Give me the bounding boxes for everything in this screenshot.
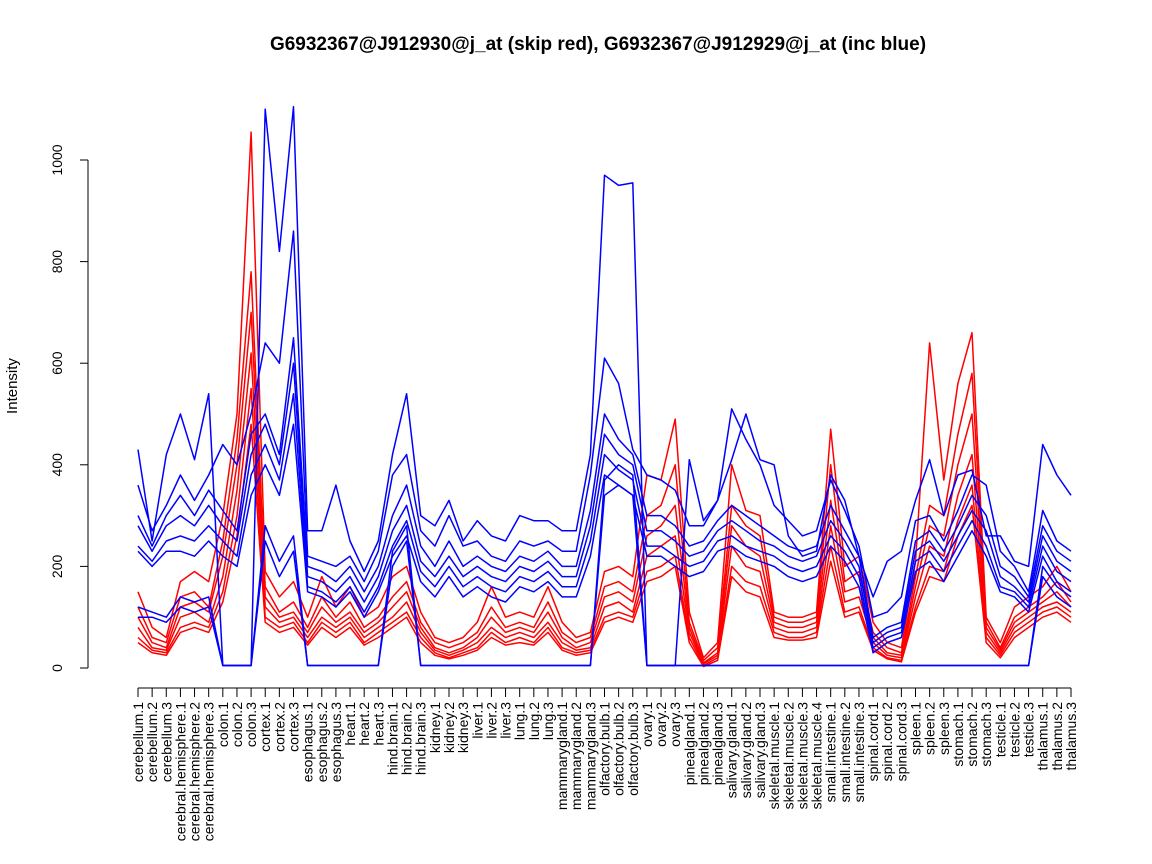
x-tick-label: small.intestine.3 xyxy=(851,702,867,803)
x-tick-label: mammarygland.2 xyxy=(568,702,584,810)
x-tick-label: cerebellum.2 xyxy=(144,702,160,782)
x-tick-label: pinealgland.3 xyxy=(710,702,726,786)
series-layer xyxy=(137,105,1072,668)
x-tick-label: stomach.2 xyxy=(964,702,980,767)
x-tick-label: hind.brain.3 xyxy=(413,702,429,775)
series-line-skip xyxy=(137,352,1072,665)
x-tick-label: lung.1 xyxy=(512,702,528,740)
x-tick-label: esophagus.1 xyxy=(300,702,316,782)
x-tick-label: stomach.3 xyxy=(978,702,994,767)
x-tick-label: skeletal.muscle.3 xyxy=(794,702,810,810)
x-tick-label: olfactory.bulb.1 xyxy=(597,702,613,796)
x-tick-label: testicle.2 xyxy=(1006,702,1022,757)
y-tick-label: 800 xyxy=(49,250,65,274)
y-tick-label: 1000 xyxy=(49,144,65,175)
x-tick-label: lung.3 xyxy=(540,702,556,740)
x-tick-label: liver.1 xyxy=(469,702,485,739)
x-tick-label: salivary.gland.3 xyxy=(752,702,768,798)
x-tick-label: small.intestine.2 xyxy=(837,702,853,803)
x-tick-label: spleen.2 xyxy=(922,702,938,755)
x-tick-label: spinal.cord.3 xyxy=(893,702,909,782)
x-tick-label: ovary.1 xyxy=(639,702,655,747)
x-tick-label: liver.3 xyxy=(498,702,514,739)
x-tick-label: kidney.1 xyxy=(427,702,443,753)
y-axis: 0 200 400 600 800 1000 xyxy=(49,144,89,672)
x-tick-label: olfactory.bulb.2 xyxy=(611,702,627,796)
x-tick-label: esophagus.3 xyxy=(328,702,344,782)
x-tick-label: ovary.3 xyxy=(667,702,683,747)
x-tick-label: ovary.2 xyxy=(653,702,669,747)
x-tick-label: cortex.1 xyxy=(257,702,273,752)
x-tick-label: salivary.gland.1 xyxy=(724,702,740,798)
x-tick-label: olfactory.bulb.3 xyxy=(625,702,641,796)
series-line-inc xyxy=(137,105,1072,667)
x-tick-label: spinal.cord.2 xyxy=(879,702,895,782)
x-tick-label: heart.1 xyxy=(342,702,358,746)
x-tick-label: spleen.1 xyxy=(908,702,924,755)
x-tick-label: skeletal.muscle.2 xyxy=(780,702,796,810)
x-tick-label: cerebellum.3 xyxy=(158,702,174,782)
x-tick-label: colon.1 xyxy=(215,702,231,747)
x-tick-label: esophagus.2 xyxy=(314,702,330,782)
x-tick-label: skeletal.muscle.1 xyxy=(766,702,782,810)
x-tick-label: cerebral.hemisphere.2 xyxy=(187,702,203,842)
series-line-inc xyxy=(137,230,1072,618)
x-tick-label: thalamus.2 xyxy=(1049,702,1065,771)
x-tick-label: mammarygland.1 xyxy=(554,702,570,810)
x-tick-label: hind.brain.1 xyxy=(384,702,400,775)
x-tick-label: cerebral.hemisphere.3 xyxy=(201,702,217,842)
x-tick-label: liver.2 xyxy=(483,702,499,739)
x-tick-label: heart.3 xyxy=(370,702,386,746)
y-tick-label: 200 xyxy=(49,555,65,579)
x-tick-label: hind.brain.2 xyxy=(399,702,415,775)
x-tick-label: colon.2 xyxy=(229,702,245,747)
series-line-skip xyxy=(137,311,1072,664)
y-tick-label: 400 xyxy=(49,453,65,477)
x-tick-label: cerebellum.1 xyxy=(130,702,146,782)
x-axis: cerebellum.1cerebellum.2cerebellum.3cere… xyxy=(130,687,1079,842)
x-tick-label: skeletal.muscle.4 xyxy=(809,702,825,810)
x-tick-label: spinal.cord.1 xyxy=(865,702,881,782)
x-tick-label: lung.2 xyxy=(526,702,542,740)
y-axis-label: Intensity xyxy=(4,358,21,414)
x-tick-label: pinealgland.1 xyxy=(681,702,697,786)
x-tick-label: mammarygland.3 xyxy=(582,702,598,810)
x-tick-label: testicle.1 xyxy=(992,702,1008,757)
x-tick-label: cortex.3 xyxy=(286,702,302,752)
series-line-inc xyxy=(137,337,1072,639)
x-tick-label: spleen.3 xyxy=(936,702,952,755)
chart-title: G6932367@J912930@j_at (skip red), G69323… xyxy=(270,34,926,55)
series-line-skip xyxy=(137,423,1072,668)
y-tick-label: 0 xyxy=(49,664,65,672)
series-line-inc xyxy=(138,484,1072,667)
x-tick-label: small.intestine.1 xyxy=(823,702,839,803)
y-tick-label: 600 xyxy=(49,351,65,375)
series-line-skip xyxy=(137,271,1072,662)
series-line-inc xyxy=(137,362,1072,644)
x-tick-label: thalamus.3 xyxy=(1063,702,1079,771)
x-tick-label: kidney.2 xyxy=(441,702,457,753)
series-line-inc xyxy=(137,392,1072,649)
x-tick-label: colon.3 xyxy=(243,702,259,747)
series-line-skip xyxy=(137,387,1072,667)
x-tick-label: cerebral.hemisphere.1 xyxy=(172,702,188,842)
x-tick-label: heart.2 xyxy=(356,702,372,746)
x-tick-label: salivary.gland.2 xyxy=(738,702,754,798)
x-tick-label: stomach.1 xyxy=(950,702,966,767)
series-line-inc xyxy=(137,423,1072,654)
x-tick-label: pinealgland.2 xyxy=(695,702,711,786)
x-tick-label: kidney.3 xyxy=(455,702,471,753)
series-line-skip xyxy=(137,131,1072,659)
x-tick-label: cortex.2 xyxy=(271,702,287,752)
x-tick-label: thalamus.1 xyxy=(1035,702,1051,771)
x-tick-label: testicle.3 xyxy=(1021,702,1037,757)
